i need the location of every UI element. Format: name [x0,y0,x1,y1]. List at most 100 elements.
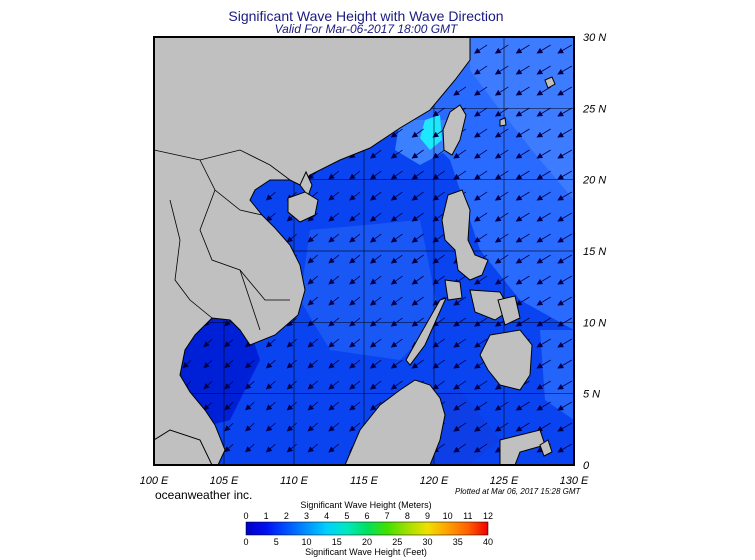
wave-arrow [536,275,551,285]
wave-arrow [328,317,340,327]
latitude-label: 5 N [583,389,600,401]
map-title: Significant Wave Height with Wave Direct… [228,8,504,24]
colorbar-meters-tick: 1 [264,511,269,521]
wave-arrow [203,339,213,348]
wave-arrow [515,401,530,411]
wave-arrow [536,149,551,159]
latitude-labels: 0 5 N 10 N 15 N 20 N 25 N 30 N [582,32,606,472]
wave-arrow [328,338,340,348]
wave-arrow [265,338,276,348]
wave-arrow [515,149,530,159]
wave-arrow [349,359,361,369]
wave-arrow [369,212,382,222]
wave-arrow [328,443,340,453]
wave-field-peak [420,115,442,150]
wave-field-central [300,220,440,360]
wave-arrow [307,401,319,411]
wave-arrow [390,149,403,159]
wave-arrow [265,212,276,222]
colorbar-feet-tick: 5 [274,537,279,547]
wave-arrow [557,401,573,411]
wave-arrow [203,360,213,369]
wave-arrow [494,191,509,201]
wave-arrow [265,401,276,411]
wave-arrow [474,44,488,54]
wave-arrow [203,381,213,390]
wave-arrow [515,107,530,117]
wave-arrow [307,317,319,327]
wave-arrow [328,275,340,285]
wave-arrow [244,401,255,411]
wave-arrow [474,212,488,222]
colorbar-gradient [245,521,489,536]
wave-arrow [286,317,297,327]
wave-arrow [369,380,382,390]
wave-arrow [453,380,467,390]
wave-arrow [557,212,573,222]
wave-arrow [515,275,530,285]
wave-arrow [390,296,403,306]
colorbar-meters-tick: 11 [463,511,472,521]
wave-arrow [244,380,255,390]
wave-arrow [474,170,488,180]
longitude-label: 105 E [210,475,239,487]
wave-arrow [515,317,530,327]
wave-arrow [307,212,319,222]
wave-arrow [432,338,446,348]
wave-arrow [557,86,573,96]
wave-arrow [328,191,340,201]
wave-arrow [328,401,340,411]
wave-arrow [494,275,509,285]
wave-arrow [494,422,509,432]
wave-arrow [307,275,319,285]
colorbar-meters-tick: 9 [425,511,430,521]
wave-arrow [349,296,361,306]
wave-arrow [224,401,234,411]
wave-arrow [453,422,467,432]
wave-arrow [369,401,382,411]
wave-arrow [307,233,319,243]
wave-arrow [557,254,573,264]
wave-arrow [224,338,234,348]
wave-arrow [390,338,403,348]
colorbar-meters-tick: 2 [284,511,289,521]
wave-arrow [536,401,551,411]
wave-arrow [453,317,467,327]
wave-arrow [474,275,488,285]
wave-arrow [474,338,488,348]
wave-arrow [349,401,361,411]
wave-arrow [557,44,573,54]
wave-arrow [515,233,530,243]
wave-arrow [432,170,446,180]
latitude-label: 30 N [583,32,606,44]
wave-arrow [349,338,361,348]
wave-arrow [411,191,424,201]
wave-arrow [328,359,340,369]
wave-arrow [411,170,424,180]
wave-field-higher [470,37,574,200]
colorbar-meters-tick: 6 [364,511,369,521]
plotted-time: Plotted at Mar 06, 2017 15:28 GMT [455,487,581,496]
wave-arrow [557,65,573,75]
wave-arrow [474,128,488,138]
wave-arrow [494,401,509,411]
wave-arrow [474,149,488,159]
wave-arrow [494,44,509,54]
colorbar-meters-tick: 8 [405,511,410,521]
wave-arrow [328,170,340,180]
wave-arrow [474,191,488,201]
wave-arrow [453,443,467,453]
wave-arrow [286,443,297,453]
wave-arrow [411,233,424,243]
wave-arrow [432,107,446,117]
wave-arrow [307,296,319,306]
wave-arrow [536,107,551,117]
longitude-label: 110 E [280,475,309,487]
wave-arrow [369,275,382,285]
wave-arrow [390,128,403,138]
wave-arrow [474,317,488,327]
colorbar-meters-tick: 10 [443,511,453,521]
wave-arrow [515,212,530,222]
wave-arrow [494,107,509,117]
